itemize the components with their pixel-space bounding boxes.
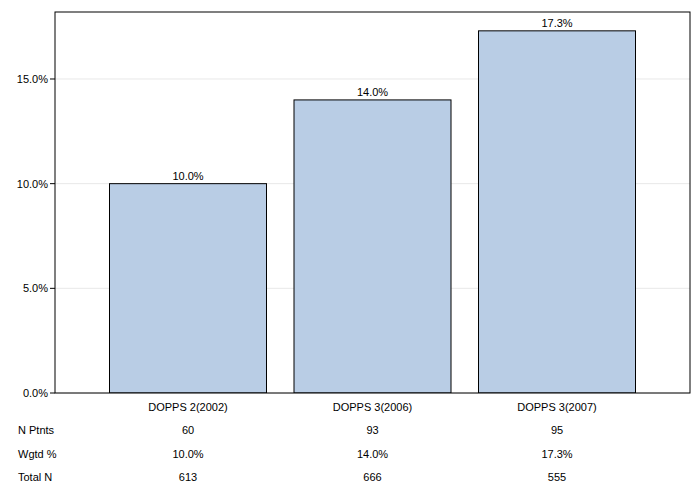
table-cell: 555 <box>548 471 566 483</box>
tick-label: 10.0% <box>17 178 48 190</box>
bar <box>110 184 267 393</box>
bar <box>479 31 636 393</box>
table-cell: 14.0% <box>357 448 388 460</box>
tick-label: 15.0% <box>17 73 48 85</box>
data-label: 17.3% <box>541 17 572 29</box>
chart: 0.0% 5.0% 10.0% 15.0% 10.0% 14.0% 17.3% DOPPS 2… <box>0 0 700 500</box>
tick-label: 0.0% <box>23 387 48 399</box>
table-cell: 60 <box>182 424 194 436</box>
row-label: N Ptnts <box>18 424 55 436</box>
data-label: 10.0% <box>172 170 203 182</box>
table-cell: 93 <box>366 424 378 436</box>
tick-mark <box>50 393 55 394</box>
plot-frame <box>55 12 690 393</box>
table-cell: 666 <box>363 471 381 483</box>
category-label: DOPPS 2(2002) <box>148 401 227 413</box>
table-cell: 613 <box>179 471 197 483</box>
row-label: Total N <box>18 471 52 483</box>
tick-mark <box>50 183 55 184</box>
background <box>0 0 700 500</box>
category-label: DOPPS 3(2006) <box>333 401 412 413</box>
tick-mark <box>50 288 55 289</box>
table-cell: 17.3% <box>541 448 572 460</box>
table-cell: 10.0% <box>172 448 203 460</box>
bar <box>294 100 451 393</box>
data-label: 14.0% <box>357 86 388 98</box>
tick-mark <box>50 78 55 79</box>
category-label: DOPPS 3(2007) <box>517 401 596 413</box>
bars <box>110 31 636 393</box>
row-label: Wgtd % <box>18 448 57 460</box>
table-cell: 95 <box>551 424 563 436</box>
tick-label: 5.0% <box>23 282 48 294</box>
